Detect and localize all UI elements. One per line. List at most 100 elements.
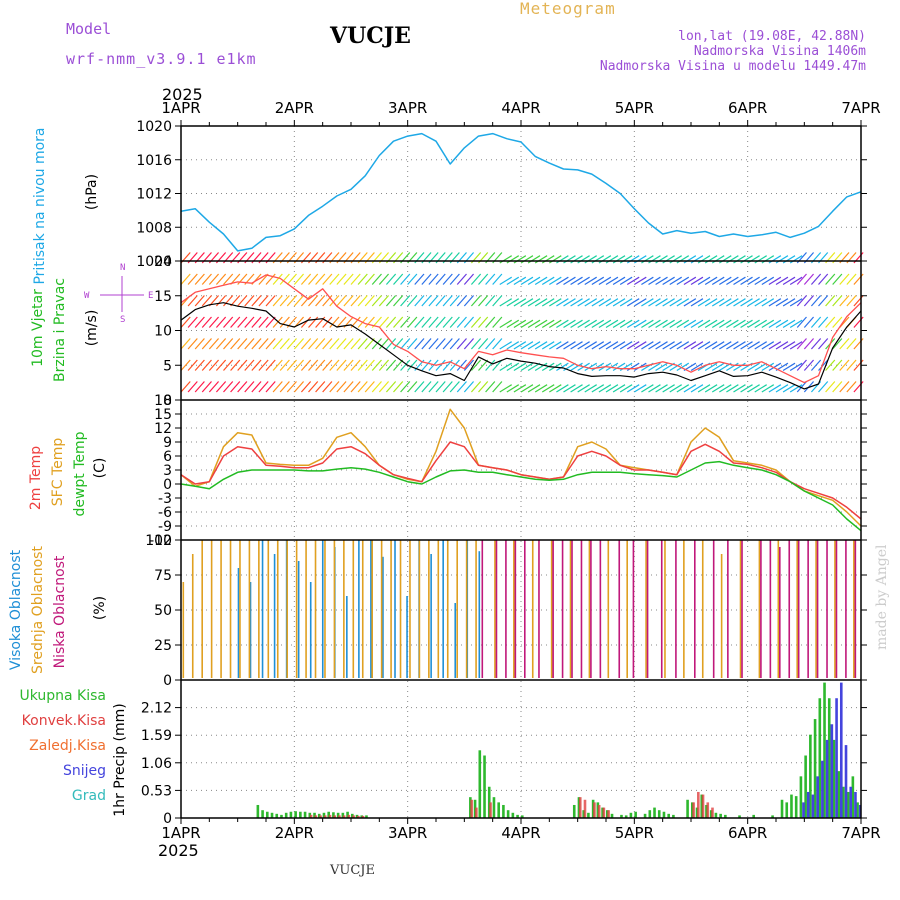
model-elevation-text: Nadmorska Visina u modelu 1449.47m (600, 59, 866, 74)
wind-barb (534, 298, 548, 307)
wind-barb (733, 276, 746, 286)
wind-direction-legend: N S W E (84, 263, 153, 325)
wind-barb (187, 295, 198, 307)
wind-barb (308, 273, 319, 285)
wind-barb (180, 381, 191, 393)
wind-barb (803, 273, 815, 285)
wind-barb (215, 273, 227, 285)
y-tick-label: 2.12 (141, 701, 172, 717)
low-cloud-bar (599, 540, 602, 678)
y-tick-label: 10 (154, 324, 172, 340)
snow-bar (811, 794, 815, 818)
mid-cloud-bar (229, 540, 232, 678)
wind-barb (775, 384, 789, 393)
cloud-label-low: Niska Oblacnost (52, 555, 68, 668)
wind-barb (456, 338, 467, 350)
wind-barb (619, 255, 633, 264)
wind-barb (563, 319, 576, 329)
wind-barb (343, 338, 354, 350)
wind-barb (697, 384, 711, 393)
time-tick-label-top: 5APR (615, 99, 654, 117)
total-precip-bar (846, 791, 850, 818)
wind-barb (449, 381, 460, 393)
wind-barb (740, 276, 753, 286)
total-precip-bar (818, 698, 822, 818)
wind-barb (393, 359, 404, 371)
wind-barb (803, 338, 815, 350)
wind-barb (463, 273, 475, 285)
wind-barb (492, 381, 503, 393)
wind-barb (407, 338, 418, 350)
wind-barb (265, 359, 276, 371)
precip-legend: Ukupna Kisa Konvek.Kisa Zaledj.Kisa Snij… (19, 688, 128, 817)
wind-barb (796, 316, 807, 328)
wind-barb (336, 273, 347, 285)
low-cloud-bar (646, 540, 649, 678)
low-cloud-bar (538, 540, 540, 678)
mid-cloud-bar (683, 540, 685, 678)
wind-barb (591, 362, 605, 372)
mid-cloud-bar (701, 540, 704, 678)
wind-barb (754, 319, 767, 329)
y-tick-label: 25 (154, 638, 172, 654)
wind-barb (499, 384, 512, 393)
wind-barb (506, 319, 520, 329)
wind-barb (726, 298, 739, 307)
wind-barb (237, 338, 248, 350)
mid-cloud-bar (258, 540, 260, 678)
mid-cloud-bar (550, 540, 553, 678)
convective-precip-bar (697, 791, 700, 818)
total-precip-bar (256, 804, 260, 818)
wind-barb (230, 338, 241, 350)
convective-precip-bar (309, 814, 313, 818)
convective-precip-bar (357, 815, 360, 818)
wind-barb (371, 273, 382, 285)
wind-barb (272, 273, 283, 285)
wind-barb (279, 381, 290, 393)
temp-label-2m: 2m Temp (28, 446, 44, 510)
wind-barb (520, 319, 534, 329)
wind-barb (768, 255, 782, 264)
y-tick-label: 3 (163, 463, 172, 479)
wind-barb (775, 319, 789, 329)
wind-barb (556, 255, 569, 264)
wind-barb (577, 276, 590, 286)
wind-barb (223, 295, 234, 307)
wind-barb (789, 384, 803, 393)
wind-barb (634, 276, 647, 286)
wind-barb (591, 298, 605, 307)
wind-barb (577, 319, 590, 329)
legend-freezing: Zaledj.Kisa (29, 738, 106, 754)
low-cloud-bar (760, 540, 762, 678)
wind-barb (223, 338, 234, 350)
wind-barb (456, 316, 467, 328)
wind-barb (754, 362, 767, 372)
wind-barb (499, 255, 512, 264)
wind-barb (683, 384, 697, 393)
total-precip-bar (303, 811, 307, 818)
wind-barb (428, 295, 439, 307)
y-tick-label: 0 (163, 811, 172, 827)
cloud-unit: (%) (92, 596, 108, 620)
y-tick-label: 0.53 (141, 783, 172, 799)
mid-cloud-bar (239, 540, 241, 678)
y-tick-label: 15 (154, 407, 172, 423)
wind-barb (726, 362, 739, 372)
wind-barb (768, 298, 782, 307)
wind-barb (832, 273, 843, 285)
total-precip-bar (478, 750, 482, 818)
wind-barb (648, 255, 661, 264)
wind-barb (796, 381, 807, 393)
wind-barb (563, 384, 576, 393)
wind-barb (619, 341, 633, 350)
wind-barb (470, 316, 482, 328)
total-precip-bar (856, 802, 859, 818)
mid-cloud-bar (286, 540, 288, 678)
wind-barb (506, 362, 520, 372)
y-tick-label: -9 (158, 519, 172, 535)
wind-barb (520, 362, 534, 372)
wind-barb (272, 316, 283, 328)
wind-barb (740, 319, 753, 329)
y-tick-label: -6 (158, 505, 172, 521)
wind-barb (286, 381, 297, 393)
